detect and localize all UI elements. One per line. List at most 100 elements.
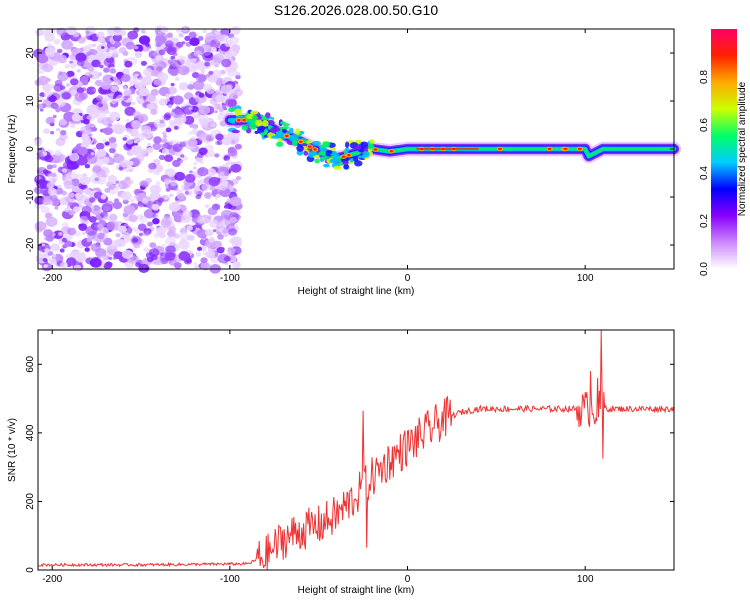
x-tick-label: 0 bbox=[405, 574, 411, 585]
noise-blob bbox=[214, 30, 219, 35]
noise-blob bbox=[56, 27, 67, 36]
noise-blob bbox=[234, 88, 244, 97]
noise-blob bbox=[178, 251, 191, 261]
noise-blob bbox=[133, 243, 140, 249]
noise-blob bbox=[122, 232, 131, 239]
noise-blob bbox=[67, 227, 77, 236]
noise-blob bbox=[109, 142, 118, 149]
noise-blob bbox=[171, 63, 177, 68]
noise-blob bbox=[90, 243, 101, 252]
noise-blob bbox=[122, 137, 128, 141]
noise-blob bbox=[88, 74, 93, 79]
noise-blob bbox=[140, 29, 146, 34]
noise-blob bbox=[103, 206, 110, 212]
noise-blob bbox=[152, 218, 160, 225]
noise-blob bbox=[146, 147, 154, 153]
noise-blob bbox=[177, 65, 190, 76]
ridge-blob bbox=[333, 165, 342, 170]
noise-blob bbox=[173, 233, 180, 239]
noise-blob bbox=[178, 231, 190, 241]
noise-blob bbox=[112, 239, 123, 248]
noise-blob bbox=[41, 246, 45, 250]
noise-blob bbox=[215, 133, 224, 141]
noise-blob bbox=[77, 37, 86, 44]
noise-blob bbox=[214, 110, 218, 114]
noise-blob bbox=[85, 30, 90, 34]
noise-blob bbox=[210, 46, 217, 53]
noise-blob bbox=[140, 148, 148, 155]
x-tick-label: -100 bbox=[220, 574, 240, 585]
noise-blob bbox=[103, 67, 110, 73]
noise-blob bbox=[138, 232, 143, 237]
ridge-hotspot-core bbox=[313, 148, 317, 151]
noise-blob bbox=[155, 32, 168, 42]
noise-blob bbox=[176, 41, 184, 48]
noise-blob bbox=[48, 257, 57, 265]
ridge-blob bbox=[344, 147, 350, 153]
noise-blob bbox=[145, 177, 152, 184]
noise-blob bbox=[196, 229, 208, 239]
noise-blob bbox=[59, 248, 65, 253]
ridge-hotspot-core bbox=[547, 147, 552, 151]
noise-blob bbox=[120, 159, 130, 168]
noise-blob bbox=[96, 31, 104, 38]
noise-blob bbox=[70, 89, 78, 96]
noise-blob bbox=[77, 146, 88, 156]
noise-blob bbox=[132, 111, 142, 119]
noise-blob bbox=[149, 194, 158, 202]
noise-blob bbox=[35, 138, 43, 145]
noise-blob bbox=[161, 143, 168, 149]
noise-blob bbox=[86, 237, 92, 243]
noise-blob bbox=[115, 233, 121, 238]
noise-blob bbox=[74, 252, 87, 263]
noise-blob bbox=[140, 60, 147, 66]
noise-blob bbox=[122, 87, 132, 95]
x-tick-label: -100 bbox=[220, 273, 240, 284]
noise-blob bbox=[164, 252, 176, 261]
noise-blob bbox=[76, 59, 85, 67]
noise-blob bbox=[97, 36, 105, 43]
noise-blob bbox=[153, 79, 162, 86]
noise-blob bbox=[162, 134, 168, 139]
noise-blob bbox=[61, 222, 69, 228]
ridge-hotspot-core bbox=[498, 147, 502, 151]
noise-blob bbox=[103, 264, 109, 269]
noise-blob bbox=[36, 54, 49, 64]
noise-blob bbox=[112, 76, 118, 81]
noise-blob bbox=[193, 115, 198, 119]
ridge-blob bbox=[250, 110, 259, 115]
noise-blob bbox=[138, 263, 150, 273]
snr-frame bbox=[37, 329, 675, 571]
noise-blob bbox=[202, 251, 208, 256]
noise-blob bbox=[57, 184, 62, 189]
noise-blob bbox=[235, 74, 241, 80]
noise-blob bbox=[92, 165, 102, 173]
noise-blob bbox=[114, 41, 122, 48]
ridge-blob bbox=[329, 159, 336, 163]
noise-blob bbox=[192, 95, 198, 99]
noise-blob bbox=[114, 198, 120, 203]
noise-blob bbox=[202, 29, 207, 34]
noise-blob bbox=[165, 93, 170, 98]
noise-blob bbox=[116, 94, 125, 102]
noise-blob bbox=[170, 108, 183, 118]
noise-blob bbox=[94, 232, 107, 243]
noise-blob bbox=[141, 182, 148, 188]
noise-blob bbox=[96, 149, 107, 158]
noise-blob bbox=[68, 202, 73, 206]
noise-blob bbox=[158, 247, 165, 253]
y-tick-label: 20 bbox=[25, 47, 36, 59]
noise-blob bbox=[103, 235, 108, 239]
noise-blob bbox=[70, 123, 76, 128]
noise-blob bbox=[217, 253, 230, 264]
noise-blob bbox=[152, 142, 162, 150]
ridge-blob bbox=[330, 153, 340, 157]
noise-blob bbox=[101, 46, 105, 49]
ridge-blob bbox=[320, 156, 328, 161]
noise-blob bbox=[94, 177, 99, 181]
noise-blob bbox=[141, 198, 149, 204]
noise-blob bbox=[43, 264, 48, 268]
noise-blob bbox=[229, 36, 239, 45]
noise-blob bbox=[56, 48, 63, 54]
